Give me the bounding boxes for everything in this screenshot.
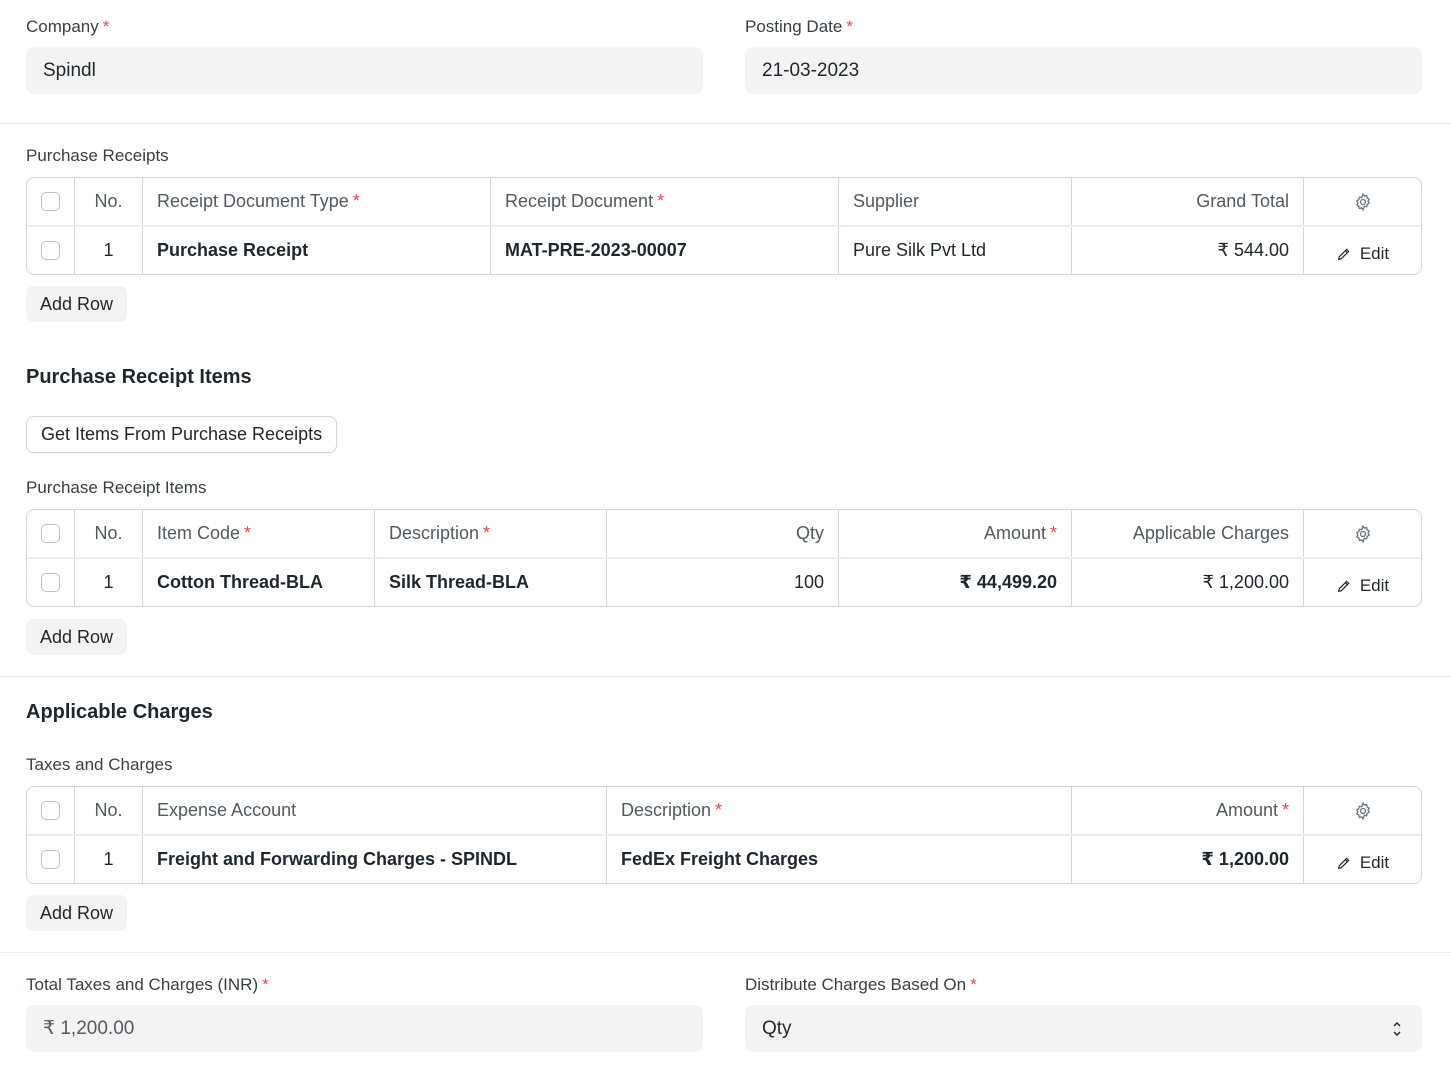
edit-label: Edit (1359, 852, 1390, 872)
section-divider (0, 123, 1451, 124)
table-row[interactable]: 1 Freight and Forwarding Charges - SPIND… (27, 836, 1421, 883)
supplier-cell[interactable]: Pure Silk Pvt Ltd (839, 227, 1072, 274)
header-no: No. (75, 178, 143, 225)
table-row[interactable]: 1 Cotton Thread-BLA Silk Thread-BLA 100 … (27, 559, 1421, 606)
row-checkbox[interactable] (41, 573, 60, 592)
header-description: Description * (607, 787, 1072, 834)
total-taxes-field: ₹ 1,200.00 (26, 1005, 703, 1052)
amount-cell[interactable]: ₹ 1,200.00 (1072, 836, 1304, 883)
section-title-applicable-charges: Applicable Charges (26, 701, 213, 723)
add-row-button[interactable]: Add Row (26, 895, 128, 931)
table-row[interactable]: 1 Purchase Receipt MAT-PRE-2023-00007 Pu… (27, 227, 1421, 274)
section-divider (0, 676, 1451, 677)
gear-icon (1355, 801, 1370, 820)
receipt-document-type-cell[interactable]: Purchase Receipt (143, 227, 491, 274)
header-amount: Amount * (839, 510, 1072, 557)
add-row-button[interactable]: Add Row (26, 286, 128, 322)
edit-label: Edit (1359, 575, 1390, 595)
purchase-receipts-label: Purchase Receipts (26, 146, 169, 165)
edit-label: Edit (1359, 243, 1390, 263)
header-no: No. (75, 787, 143, 834)
select-all-checkbox[interactable] (41, 524, 60, 543)
expense-account-cell[interactable]: Freight and Forwarding Charges - SPINDL (143, 836, 607, 883)
grid-settings-button[interactable] (1304, 787, 1421, 834)
get-items-button[interactable]: Get Items From Purchase Receipts (26, 416, 338, 453)
total-taxes-label: Total Taxes and Charges (INR) * (26, 975, 269, 994)
header-receipt-document-type: Receipt Document Type * (143, 178, 491, 225)
header-expense-account: Expense Account (143, 787, 607, 834)
select-all-checkbox[interactable] (41, 801, 60, 820)
select-all-checkbox[interactable] (41, 192, 60, 211)
section-divider (0, 952, 1451, 953)
header-applicable-charges: Applicable Charges (1072, 510, 1304, 557)
gear-icon (1355, 524, 1370, 543)
posting-date-value: 21-03-2023 (762, 59, 860, 81)
grid-settings-button[interactable] (1304, 178, 1421, 225)
purchase-receipt-items-grid: No. Item Code * Description * Qty Amount * … (26, 509, 1422, 607)
row-checkbox[interactable] (41, 850, 60, 869)
add-row-button[interactable]: Add Row (26, 619, 128, 655)
header-amount: Amount * (1072, 787, 1304, 834)
pencil-icon (1337, 579, 1350, 592)
row-no: 1 (75, 227, 143, 274)
grand-total-cell[interactable]: ₹ 544.00 (1072, 227, 1304, 274)
header-supplier: Supplier (839, 178, 1072, 225)
distribute-charges-select[interactable]: Qty (745, 1005, 1422, 1052)
taxes-and-charges-grid: No. Expense Account Description * Amount *… (26, 786, 1422, 884)
posting-date-label: Posting Date * (745, 17, 853, 36)
qty-cell[interactable]: 100 (607, 559, 839, 606)
grid-settings-button[interactable] (1304, 510, 1421, 557)
section-title-purchase-receipt-items: Purchase Receipt Items (26, 366, 252, 388)
taxes-and-charges-label: Taxes and Charges (26, 755, 173, 774)
row-edit-button[interactable]: Edit (1336, 853, 1389, 873)
grid-header-row: No. Expense Account Description * Amount * (27, 787, 1421, 836)
select-arrows-icon (1393, 1021, 1401, 1037)
row-no: 1 (75, 559, 143, 606)
total-taxes-value: ₹ 1,200.00 (43, 1018, 135, 1039)
pencil-icon (1337, 856, 1350, 869)
company-value: Spindl (43, 59, 96, 81)
header-no: No. (75, 510, 143, 557)
row-checkbox[interactable] (41, 241, 60, 260)
gear-icon (1355, 192, 1370, 211)
description-cell[interactable]: Silk Thread-BLA (375, 559, 607, 606)
distribute-charges-label: Distribute Charges Based On * (745, 975, 977, 994)
grid-header-row: No. Item Code * Description * Qty Amount * … (27, 510, 1421, 559)
header-description: Description * (375, 510, 607, 557)
receipt-document-cell[interactable]: MAT-PRE-2023-00007 (491, 227, 839, 274)
posting-date-field[interactable]: 21-03-2023 (745, 47, 1422, 94)
applicable-charges-cell[interactable]: ₹ 1,200.00 (1072, 559, 1304, 606)
row-edit-button[interactable]: Edit (1336, 244, 1389, 264)
header-receipt-document: Receipt Document * (491, 178, 839, 225)
description-cell[interactable]: FedEx Freight Charges (607, 836, 1072, 883)
item-code-cell[interactable]: Cotton Thread-BLA (143, 559, 375, 606)
header-item-code: Item Code * (143, 510, 375, 557)
row-no: 1 (75, 836, 143, 883)
purchase-receipt-items-label: Purchase Receipt Items (26, 478, 207, 497)
pencil-icon (1337, 247, 1350, 260)
row-edit-button[interactable]: Edit (1336, 576, 1389, 596)
purchase-receipts-grid: No. Receipt Document Type * Receipt Docum… (26, 177, 1422, 275)
header-qty: Qty (607, 510, 839, 557)
header-grand-total: Grand Total (1072, 178, 1304, 225)
distribute-charges-value: Qty (762, 1017, 792, 1039)
company-field[interactable]: Spindl (26, 47, 703, 94)
amount-cell[interactable]: ₹ 44,499.20 (839, 559, 1072, 606)
grid-header-row: No. Receipt Document Type * Receipt Docum… (27, 178, 1421, 227)
company-label: Company * (26, 17, 110, 36)
